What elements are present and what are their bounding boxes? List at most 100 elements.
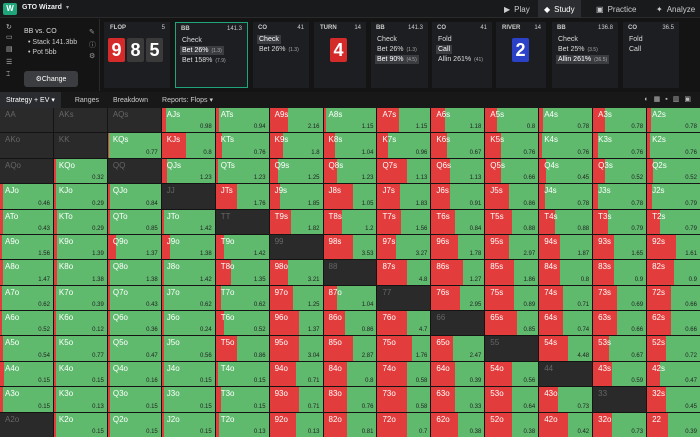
- hand-cell[interactable]: 76o 4.7: [377, 311, 431, 336]
- hand-cell[interactable]: J6o 0.24: [161, 311, 215, 336]
- hand-cell[interactable]: QJo 0.84: [107, 184, 161, 209]
- hand-cell[interactable]: 72s 0.66: [647, 285, 700, 311]
- option-bet[interactable]: Bet 26% (1.3): [259, 46, 299, 53]
- hand-cell[interactable]: AKo: [0, 133, 53, 158]
- hand-cell[interactable]: 83s 0.9: [593, 260, 647, 285]
- nav-practice[interactable]: ▣ Practice: [596, 4, 637, 14]
- hand-cell[interactable]: A4o 0.15: [0, 361, 53, 387]
- hand-cell[interactable]: 82s 0.9: [647, 260, 700, 285]
- action-bb-river[interactable]: BB 136.8 Check Bet 25% (3.5) Allin 261% (3…: [552, 22, 618, 88]
- hand-cell[interactable]: T7o 0.62: [215, 285, 269, 311]
- hand-cell[interactable]: A7o 0.62: [0, 285, 53, 311]
- hand-cell[interactable]: AKs: [53, 108, 107, 133]
- hand-cell[interactable]: 73s 0.69: [593, 285, 647, 311]
- hand-cell[interactable]: AQs: [107, 108, 161, 133]
- hand-cell[interactable]: 54o 0.56: [485, 361, 539, 387]
- flop-panel[interactable]: FLOP 5 9 8 5: [104, 22, 170, 88]
- nav-analyze[interactable]: ✦ Analyze: [656, 4, 696, 14]
- hand-cell[interactable]: Q6s 1.13: [431, 158, 485, 184]
- hand-cell[interactable]: 75o 1.76: [377, 336, 431, 361]
- hand-cell[interactable]: T9s 1.82: [269, 209, 323, 234]
- hand-cell[interactable]: T4s 0.88: [539, 209, 593, 234]
- hand-cell[interactable]: 88: [323, 260, 377, 285]
- hand-cell[interactable]: K5s 0.76: [485, 133, 539, 158]
- hand-cell[interactable]: K3o 0.13: [53, 387, 107, 412]
- hand-cell[interactable]: T5s 0.88: [485, 209, 539, 234]
- hand-cell[interactable]: 54s 4.48: [539, 336, 593, 361]
- list-icon[interactable]: ☰: [6, 59, 13, 66]
- hand-cell[interactable]: QQ: [107, 158, 161, 184]
- hand-cell[interactable]: AA: [0, 108, 53, 133]
- hand-cell[interactable]: 92s 1.61: [647, 234, 700, 260]
- option-call[interactable]: Call: [629, 46, 642, 53]
- hand-cell[interactable]: J3o 0.15: [161, 387, 215, 412]
- grid-view-icon[interactable]: ▦: [653, 96, 666, 103]
- hand-cell[interactable]: Q5o 0.47: [107, 336, 161, 361]
- cell-view-icon[interactable]: ▣: [684, 96, 696, 103]
- hand-cell[interactable]: A8o 1.47: [0, 260, 53, 285]
- hand-cell[interactable]: 86s 1.27: [431, 260, 485, 285]
- action-co-flop[interactable]: CO 41 Check Bet 26% (1.3): [253, 22, 309, 88]
- hand-cell[interactable]: JTs 1.76: [215, 184, 269, 209]
- hand-cell[interactable]: A9o 1.56: [0, 234, 53, 260]
- hand-cell[interactable]: 96s 1.78: [431, 234, 485, 260]
- hand-cell[interactable]: KTo 0.29: [53, 209, 107, 234]
- square-icon[interactable]: ▪: [665, 96, 673, 103]
- hand-cell[interactable]: 52s 0.72: [647, 336, 700, 361]
- hand-cell[interactable]: KTs 0.76: [215, 133, 269, 158]
- hand-cell[interactable]: 74o 0.58: [377, 361, 431, 387]
- action-co-river[interactable]: CO 36.5 Fold Call: [623, 22, 679, 88]
- hand-cell[interactable]: J8o 1.42: [161, 260, 215, 285]
- hand-cell[interactable]: A6s 1.18: [431, 108, 485, 133]
- hand-cell[interactable]: 32o 0.73: [593, 412, 647, 437]
- hand-cell[interactable]: KQs 0.77: [107, 133, 161, 158]
- hand-cell[interactable]: 63o 0.33: [431, 387, 485, 412]
- hand-cell[interactable]: K8o 1.38: [53, 260, 107, 285]
- settings-icon[interactable]: ⚙: [89, 53, 96, 60]
- hand-cell[interactable]: K2s 0.76: [647, 133, 700, 158]
- hand-cell[interactable]: J4s 0.78: [539, 184, 593, 209]
- hand-cell[interactable]: Q6o 0.36: [107, 311, 161, 336]
- hand-cell[interactable]: 97o 1.25: [269, 285, 323, 311]
- hand-cell[interactable]: T7s 1.56: [377, 209, 431, 234]
- hand-cell[interactable]: K7o 0.39: [53, 285, 107, 311]
- hand-cell[interactable]: 64s 0.74: [539, 311, 593, 336]
- hand-cell[interactable]: 55: [485, 336, 539, 361]
- hand-cell[interactable]: 99: [269, 234, 323, 260]
- hand-cell[interactable]: 62o 0.38: [431, 412, 485, 437]
- hand-cell[interactable]: Q8s 1.23: [323, 158, 377, 184]
- hand-cell[interactable]: J7o 0.62: [161, 285, 215, 311]
- hand-cell[interactable]: J2o 0.15: [161, 412, 215, 437]
- hand-cell[interactable]: J7s 1.83: [377, 184, 431, 209]
- hand-cell[interactable]: ATs 0.94: [215, 108, 269, 133]
- hand-cell[interactable]: AQo: [0, 158, 53, 184]
- hand-cell[interactable]: KQo 0.32: [53, 158, 107, 184]
- tab-reports[interactable]: Reports: Flops ▾: [162, 97, 214, 104]
- hand-cell[interactable]: Q4s 0.45: [539, 158, 593, 184]
- hand-cell[interactable]: A7s 1.15: [377, 108, 431, 133]
- tab-ranges[interactable]: Ranges: [74, 96, 99, 104]
- hand-cell[interactable]: 82o 0.81: [323, 412, 377, 437]
- hand-cell[interactable]: Q7s 1.13: [377, 158, 431, 184]
- hand-cell[interactable]: 96o 1.37: [269, 311, 323, 336]
- hand-cell[interactable]: 94s 1.87: [539, 234, 593, 260]
- hand-cell[interactable]: T9o 1.42: [215, 234, 269, 260]
- hand-cell[interactable]: KK: [53, 133, 107, 158]
- hand-cell[interactable]: 62s 0.66: [647, 311, 700, 336]
- option-bet-large[interactable]: Bet 90% (4.5): [375, 55, 419, 64]
- hand-cell[interactable]: T2s 0.79: [647, 209, 700, 234]
- river-panel[interactable]: RIVER 14 2: [496, 22, 546, 88]
- option-allin[interactable]: Allin 261% (36.5): [556, 55, 610, 64]
- hand-cell[interactable]: 84s 0.8: [539, 260, 593, 285]
- logo-icon[interactable]: W: [3, 3, 17, 15]
- option-bet[interactable]: Bet 25% (3.5): [558, 46, 598, 53]
- hand-cell[interactable]: 33: [593, 387, 647, 412]
- hand-cell[interactable]: 43o 0.73: [539, 387, 593, 412]
- hand-cell[interactable]: A2s 0.78: [647, 108, 700, 133]
- hand-cell[interactable]: K5o 0.77: [53, 336, 107, 361]
- hand-cell[interactable]: J4o 0.15: [161, 361, 215, 387]
- hand-cell[interactable]: 52o 0.38: [485, 412, 539, 437]
- tab-breakdown[interactable]: Breakdown: [113, 96, 149, 104]
- hand-cell[interactable]: Q2s 0.52: [647, 158, 700, 184]
- hand-cell[interactable]: 53o 0.64: [485, 387, 539, 412]
